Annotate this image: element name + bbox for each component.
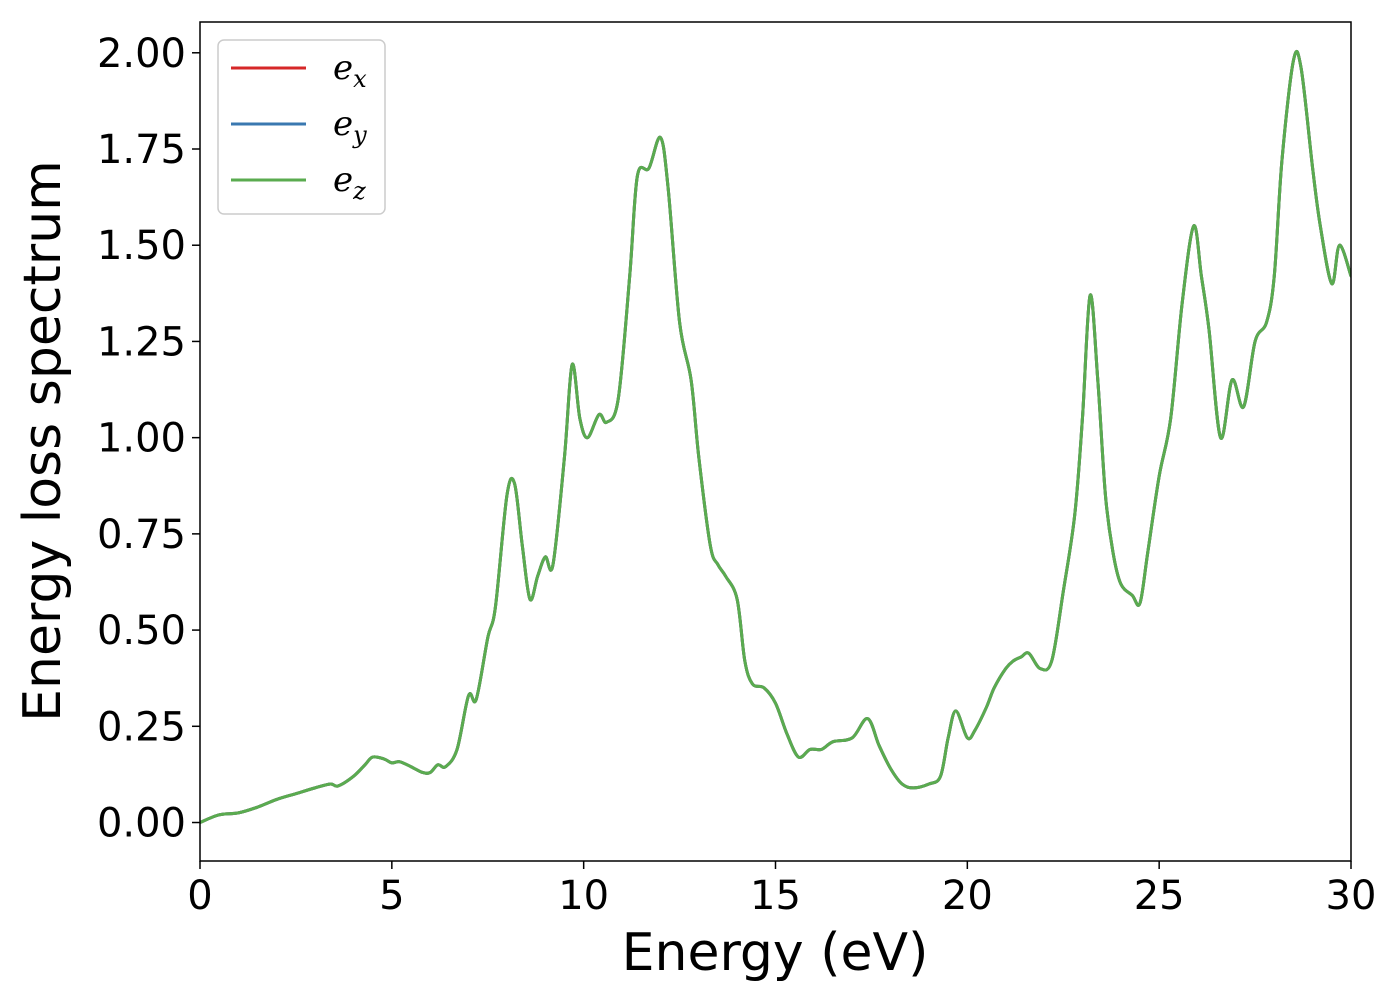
y-tick-label: 2.00 — [97, 31, 186, 77]
y-axis: 0.00 0.25 0.50 0.75 1.00 1.25 1.50 1.75 2.00 — [97, 31, 200, 847]
y-tick-label: 1.00 — [97, 416, 186, 462]
x-tick-label: 0 — [187, 873, 212, 919]
x-tick-label: 20 — [942, 873, 993, 919]
y-tick-label: 0.25 — [97, 704, 186, 750]
y-tick-label: 1.50 — [97, 223, 186, 269]
legend-label: ez — [333, 160, 366, 205]
y-tick-label: 0.50 — [97, 608, 186, 654]
x-axis: 0 5 10 15 20 25 30 — [187, 861, 1376, 919]
legend-label: ex — [333, 48, 367, 93]
x-tick-label: 5 — [379, 873, 404, 919]
legend-label: ey — [333, 104, 367, 149]
y-tick-label: 0.75 — [97, 512, 186, 558]
x-tick-label: 25 — [1134, 873, 1185, 919]
legend: ex ey ez — [217, 39, 386, 215]
legend-box — [217, 39, 386, 215]
y-axis-title: Energy loss spectrum — [13, 160, 73, 722]
x-tick-label: 10 — [558, 873, 609, 919]
y-tick-label: 1.25 — [97, 319, 186, 365]
x-axis-title: Energy (eV) — [622, 923, 929, 983]
y-tick-label: 1.75 — [97, 127, 186, 173]
series-line-e-z — [200, 49, 1351, 825]
x-tick-label: 15 — [750, 873, 801, 919]
x-tick-label: 30 — [1326, 873, 1377, 919]
series-layer — [200, 49, 1351, 825]
y-tick-label: 0.00 — [97, 801, 186, 847]
